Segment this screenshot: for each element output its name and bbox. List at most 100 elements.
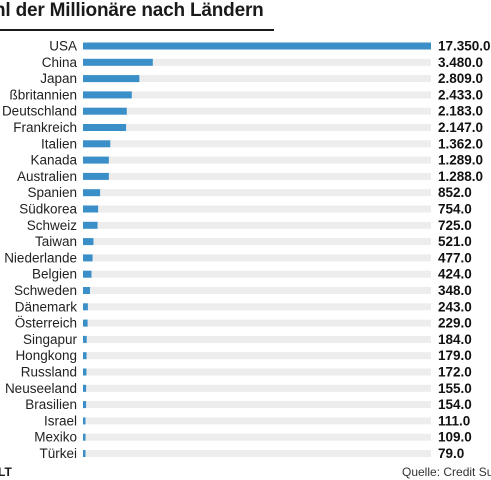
bar-track — [83, 335, 431, 343]
bar-row: Hongkong 179.0 — [15, 348, 471, 363]
bar-row: Türkei 79.0 — [39, 446, 464, 461]
bar-row: Frankreich 2.147.0 — [13, 120, 483, 135]
bar — [83, 319, 88, 327]
bar — [83, 42, 431, 50]
bar-track — [83, 450, 431, 457]
value-label: 1.362.0 — [438, 136, 483, 151]
value-label: 155.0 — [438, 381, 472, 396]
category-label: Italien — [41, 136, 77, 151]
category-label: Australien — [17, 169, 77, 184]
bar — [83, 352, 87, 360]
value-label: 3.480.0 — [438, 55, 483, 70]
bar — [83, 433, 86, 441]
bar-track — [83, 270, 431, 278]
value-label: 79.0 — [438, 446, 464, 461]
bar-track — [83, 368, 431, 376]
bar — [83, 368, 87, 376]
category-label: USA — [49, 39, 77, 54]
value-label: 348.0 — [438, 283, 472, 298]
category-label: Kanada — [30, 153, 77, 168]
bar — [83, 189, 101, 197]
bar-track — [83, 140, 431, 148]
bar-track — [83, 319, 431, 327]
bar — [83, 172, 109, 180]
bar — [83, 91, 132, 99]
bar — [83, 287, 90, 294]
bar-track — [83, 172, 431, 180]
source-note: Quelle: Credit Su — [402, 465, 491, 479]
bar — [83, 270, 92, 278]
bar-row: Spanien 852.0 — [27, 185, 471, 200]
bar — [83, 450, 86, 457]
title-underline — [0, 29, 274, 31]
value-label: 725.0 — [438, 218, 472, 233]
category-label: Hongkong — [15, 348, 77, 363]
category-label: Deutschland — [2, 104, 77, 119]
value-label: 521.0 — [438, 234, 472, 249]
category-label: ßbritannien — [9, 87, 77, 102]
bar-row: Belgien 424.0 — [32, 267, 472, 282]
category-label: Türkei — [39, 446, 77, 461]
bar — [83, 254, 93, 262]
bar-row: USA 17.350.0 — [49, 39, 490, 54]
value-label: 172.0 — [438, 365, 472, 380]
category-label: Schweden — [14, 283, 77, 298]
value-label: 852.0 — [438, 185, 472, 200]
value-label: 243.0 — [438, 299, 472, 314]
value-label: 2.183.0 — [438, 104, 483, 119]
bar — [83, 417, 86, 425]
category-label: Schweiz — [27, 218, 78, 233]
value-label: 111.0 — [438, 413, 470, 428]
bar-row: Russland 172.0 — [21, 365, 472, 380]
bar-track — [83, 384, 431, 392]
value-label: 754.0 — [438, 202, 472, 217]
bar-track — [83, 124, 431, 131]
bar-row: Japan 2.809.0 — [40, 71, 483, 86]
bar-row: Schweden 348.0 — [14, 283, 472, 298]
category-label: Mexiko — [34, 430, 77, 445]
bar-track — [83, 287, 431, 294]
category-label: Singapur — [23, 332, 78, 347]
bar — [83, 124, 127, 131]
bar-row: Taiwan 521.0 — [35, 234, 472, 249]
bar-track — [83, 189, 431, 197]
category-label: Niederlande — [4, 250, 77, 265]
value-label: 1.289.0 — [438, 153, 483, 168]
category-label: Österreich — [15, 316, 77, 331]
publisher-logo: LT — [0, 465, 12, 479]
bar — [83, 335, 87, 343]
value-label: 424.0 — [438, 267, 472, 282]
category-label: Russland — [21, 365, 77, 380]
category-label: China — [42, 55, 78, 70]
bar — [83, 75, 140, 83]
bar — [83, 58, 153, 66]
bar-row: China 3.480.0 — [42, 55, 483, 70]
bar-track — [83, 58, 431, 66]
category-label: Südkorea — [19, 202, 77, 217]
category-label: Japan — [40, 71, 77, 86]
bar-row: Mexiko 109.0 — [34, 430, 472, 445]
category-label: Taiwan — [35, 234, 77, 249]
bar — [83, 238, 94, 246]
bar — [83, 140, 111, 148]
category-label: Neuseeland — [5, 381, 77, 396]
value-label: 109.0 — [438, 430, 472, 445]
bar-track — [83, 401, 431, 409]
category-label: Israel — [44, 413, 77, 428]
bar-row: Singapur 184.0 — [23, 332, 472, 347]
bar-row: Schweiz 725.0 — [27, 218, 472, 233]
value-label: 184.0 — [438, 332, 472, 347]
bar-track — [83, 91, 431, 99]
bar-row: Israel 111.0 — [44, 413, 470, 428]
chart-title: hl der Millionäre nach Ländern — [0, 0, 264, 21]
bar-row: ßbritannien 2.433.0 — [9, 87, 483, 102]
bar-track — [83, 352, 431, 360]
value-label: 2.147.0 — [438, 120, 483, 135]
bar-track — [83, 417, 431, 425]
category-label: Brasilien — [25, 397, 77, 412]
value-label: 17.350.0 — [438, 39, 491, 54]
category-label: Dänemark — [15, 299, 78, 314]
bar — [83, 221, 98, 229]
bar — [83, 384, 87, 392]
